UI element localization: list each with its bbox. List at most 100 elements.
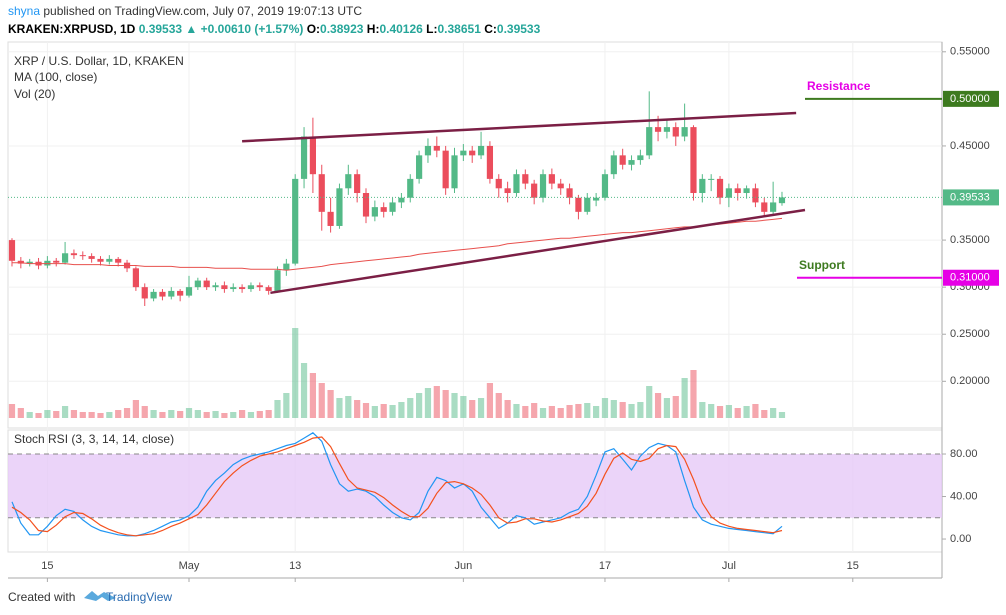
volume-bar [708, 404, 715, 418]
volume-bar [265, 410, 272, 418]
volume-bar [274, 400, 281, 418]
volume-bar [672, 396, 679, 418]
symbol-part: KRAKEN:XRPUSD, 1D [8, 22, 136, 36]
volume-bar [79, 412, 86, 418]
volume-bar [539, 408, 547, 418]
candle-body [150, 291, 157, 299]
y-tick-label: 0.45000 [950, 140, 990, 152]
candle-body [345, 174, 352, 189]
symbol-part: 0.38923 [320, 22, 364, 36]
volume-bar [416, 393, 423, 418]
candle-body [477, 145, 485, 156]
volume-bar [26, 412, 33, 418]
candle-body [238, 287, 246, 290]
volume-bar [8, 404, 16, 418]
candle-body [398, 197, 405, 203]
candle-body [495, 178, 502, 189]
candle-body [610, 155, 617, 175]
symbol-part: 0.38651 [438, 22, 482, 36]
price-tag-label: 0.50000 [950, 93, 990, 105]
volume-bar [318, 383, 325, 418]
candle-body [8, 240, 16, 261]
volume-bar [407, 398, 414, 418]
stoch-tick-label: 40.00 [950, 490, 978, 502]
candle-body [469, 150, 476, 156]
volume-bar [424, 388, 432, 418]
candle-body [380, 207, 387, 212]
candle-body [354, 174, 361, 194]
volume-bar [362, 403, 370, 418]
volume-bar [35, 413, 42, 418]
volume-bar [504, 400, 511, 418]
price-tag-label: 0.39533 [950, 191, 990, 203]
volume-bar [761, 410, 768, 418]
volume-bar [185, 408, 193, 418]
candle-body [247, 285, 255, 290]
volume-bar [132, 400, 139, 418]
candle-body [407, 178, 414, 198]
candle-body [212, 285, 219, 288]
candle-body [619, 155, 626, 165]
volume-bar [168, 410, 175, 418]
candle-body [177, 290, 184, 296]
candle-body [725, 188, 732, 198]
x-tick-label: May [179, 560, 200, 572]
candle-body [26, 261, 33, 264]
volume-bar [619, 402, 626, 418]
volume-bar [327, 390, 334, 418]
volume-bar [159, 412, 166, 418]
footer-created: Created with [8, 590, 75, 604]
candle-body [557, 183, 564, 189]
volume-bar [690, 370, 697, 418]
volume-bar [354, 400, 361, 418]
candle-body [327, 211, 334, 226]
candle-body [79, 255, 86, 257]
price-tag [943, 269, 999, 286]
x-tick-label: 17 [599, 560, 611, 572]
candle-body [663, 127, 671, 132]
candle-body [106, 258, 113, 262]
candle-body [159, 291, 166, 297]
candle-body [593, 197, 600, 201]
candle-body [61, 253, 69, 263]
candle-body [256, 285, 263, 288]
volume-bar [593, 406, 600, 418]
candle-body [88, 256, 95, 259]
candle-body [389, 202, 396, 212]
candle-body [194, 280, 201, 288]
candle-body [451, 155, 458, 189]
candle-body [336, 188, 343, 226]
publish-line: shyna published on TradingView.com, July… [8, 4, 362, 18]
candle-body [53, 260, 60, 263]
candle-body [371, 207, 378, 217]
y-tick-label: 0.55000 [950, 46, 990, 58]
candle-body [734, 188, 741, 194]
candle-body [531, 183, 538, 198]
volume-bar [770, 408, 777, 418]
candle-body [168, 290, 175, 297]
volume-bar [743, 406, 750, 418]
candle-body [761, 202, 768, 212]
symbol-part: C: [481, 22, 497, 36]
logo [84, 591, 116, 601]
candle-body [637, 155, 644, 161]
x-tick-label: 15 [41, 560, 53, 572]
footer-brand[interactable]: TradingView [106, 590, 172, 604]
candle-body [778, 197, 786, 204]
user[interactable]: shyna [8, 4, 40, 18]
volume-bar [451, 393, 458, 418]
stoch-line [11, 436, 783, 537]
volume-bar [522, 406, 529, 418]
symbol-part: L: [423, 22, 438, 36]
candle-body [221, 285, 228, 290]
candle-body [513, 174, 520, 194]
candle-body [230, 287, 237, 290]
candle-body [699, 178, 706, 194]
volume-bar [371, 406, 378, 418]
candle-body [752, 188, 759, 203]
price-tag [943, 189, 999, 206]
volume-bar [469, 400, 476, 418]
candle-body [708, 178, 715, 180]
volume-bar [123, 408, 131, 418]
volume-bar [610, 400, 617, 418]
